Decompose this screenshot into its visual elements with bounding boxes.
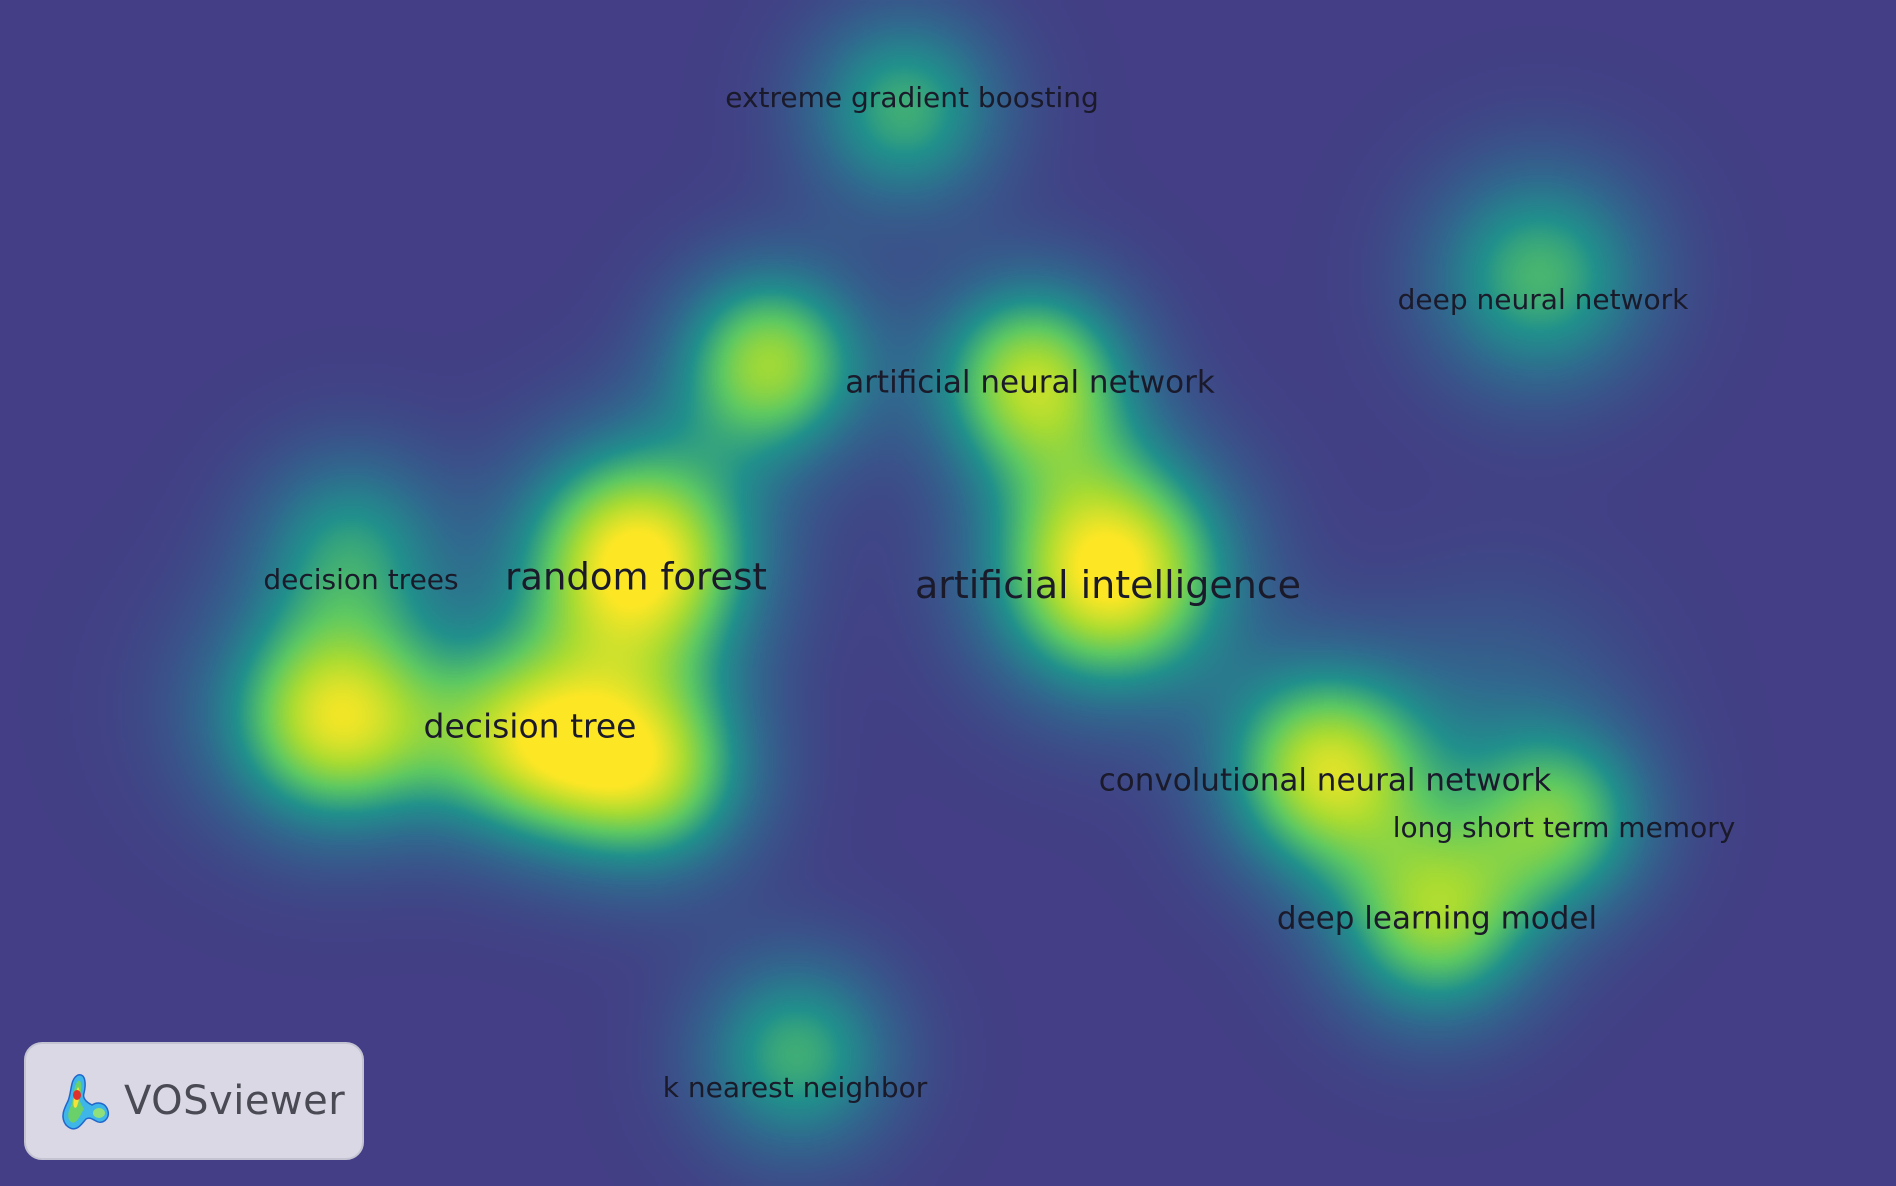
vosviewer-logo-text: VOSviewer — [124, 1078, 346, 1124]
term-convolutional-neural-network[interactable]: convolutional neural network — [1098, 762, 1552, 799]
vosviewer-logo: VOSviewer — [24, 1042, 364, 1160]
term-long-short-term-memory[interactable]: long short term memory — [1392, 811, 1736, 844]
term-k-nearest-neighbor[interactable]: k nearest neighbor — [662, 1071, 928, 1104]
term-decision-tree[interactable]: decision tree — [423, 706, 637, 746]
term-artificial-intelligence[interactable]: artificial intelligence — [914, 563, 1302, 607]
term-random-forest[interactable]: random forest — [505, 555, 767, 599]
vosviewer-density-icon — [62, 1074, 110, 1130]
term-deep-neural-network[interactable]: deep neural network — [1397, 283, 1689, 316]
term-deep-learning-model[interactable]: deep learning model — [1276, 900, 1598, 937]
term-extreme-gradient-boosting[interactable]: extreme gradient boosting — [725, 81, 1099, 114]
term-decision-trees[interactable]: decision trees — [263, 563, 459, 596]
term-artificial-neural-network[interactable]: artificial neural network — [845, 364, 1215, 401]
